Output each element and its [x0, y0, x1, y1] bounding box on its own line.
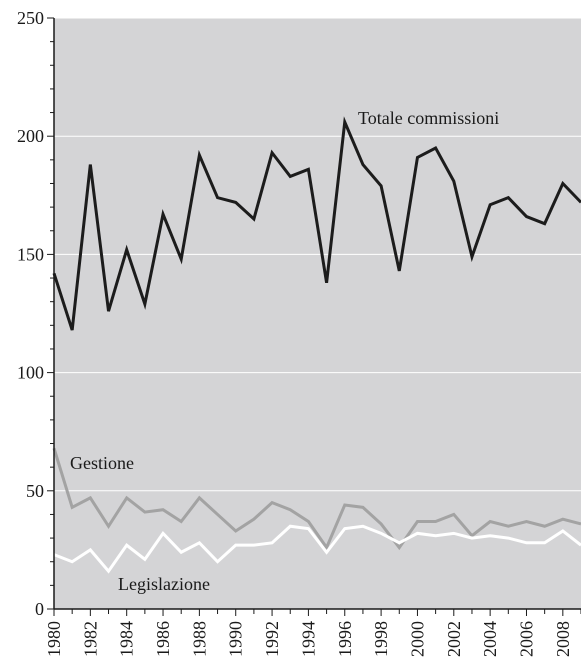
x-tick-label-1982: 1982 [80, 621, 100, 657]
x-tick-label-1986: 1986 [153, 621, 173, 657]
series-label-gestione: Gestione [70, 453, 134, 473]
series-label-totale-commissioni: Totale commissioni [358, 108, 499, 128]
series-line-2 [53, 524, 581, 574]
y-tick-label-50: 50 [26, 481, 44, 501]
y-tick-label-0: 0 [35, 599, 44, 619]
series-label-legislazione: Legislazione [118, 574, 210, 594]
x-tick-label-2004: 2004 [480, 621, 500, 657]
gridlines [54, 17, 581, 492]
x-axis-ticks: 1980 1982 1984 1986 1988 1990 1992 1994 1996 1998… [44, 609, 581, 657]
y-tick-label-150: 150 [17, 244, 44, 264]
y-tick-label-200: 200 [17, 126, 44, 146]
series-labels: Totale commissioni Gestione Legislazione [70, 108, 499, 594]
series-line-0 [52, 116, 581, 331]
x-tick-label-1980: 1980 [44, 621, 64, 657]
y-tick-label-100: 100 [17, 363, 44, 383]
x-tick-label-1988: 1988 [189, 621, 209, 657]
y-tick-label-250: 250 [17, 8, 44, 28]
x-tick-label-1998: 1998 [371, 621, 391, 657]
axes [53, 18, 581, 610]
x-tick-label-1984: 1984 [117, 621, 137, 657]
series-line-1 [52, 447, 581, 551]
x-tick-label-2008: 2008 [553, 621, 573, 657]
x-tick-label-2006: 2006 [516, 621, 536, 657]
x-tick-label-2002: 2002 [444, 621, 464, 657]
x-tick-label-1994: 1994 [298, 621, 318, 657]
x-tick-label-1990: 1990 [226, 621, 246, 657]
plot-background [54, 18, 581, 609]
x-tick-label-1992: 1992 [262, 621, 282, 657]
x-tick-label-1996: 1996 [335, 621, 355, 657]
series-lines [52, 116, 581, 574]
y-axis-ticks: 0 50 100 150 200 250 [17, 8, 54, 619]
x-tick-label-2000: 2000 [407, 621, 427, 657]
